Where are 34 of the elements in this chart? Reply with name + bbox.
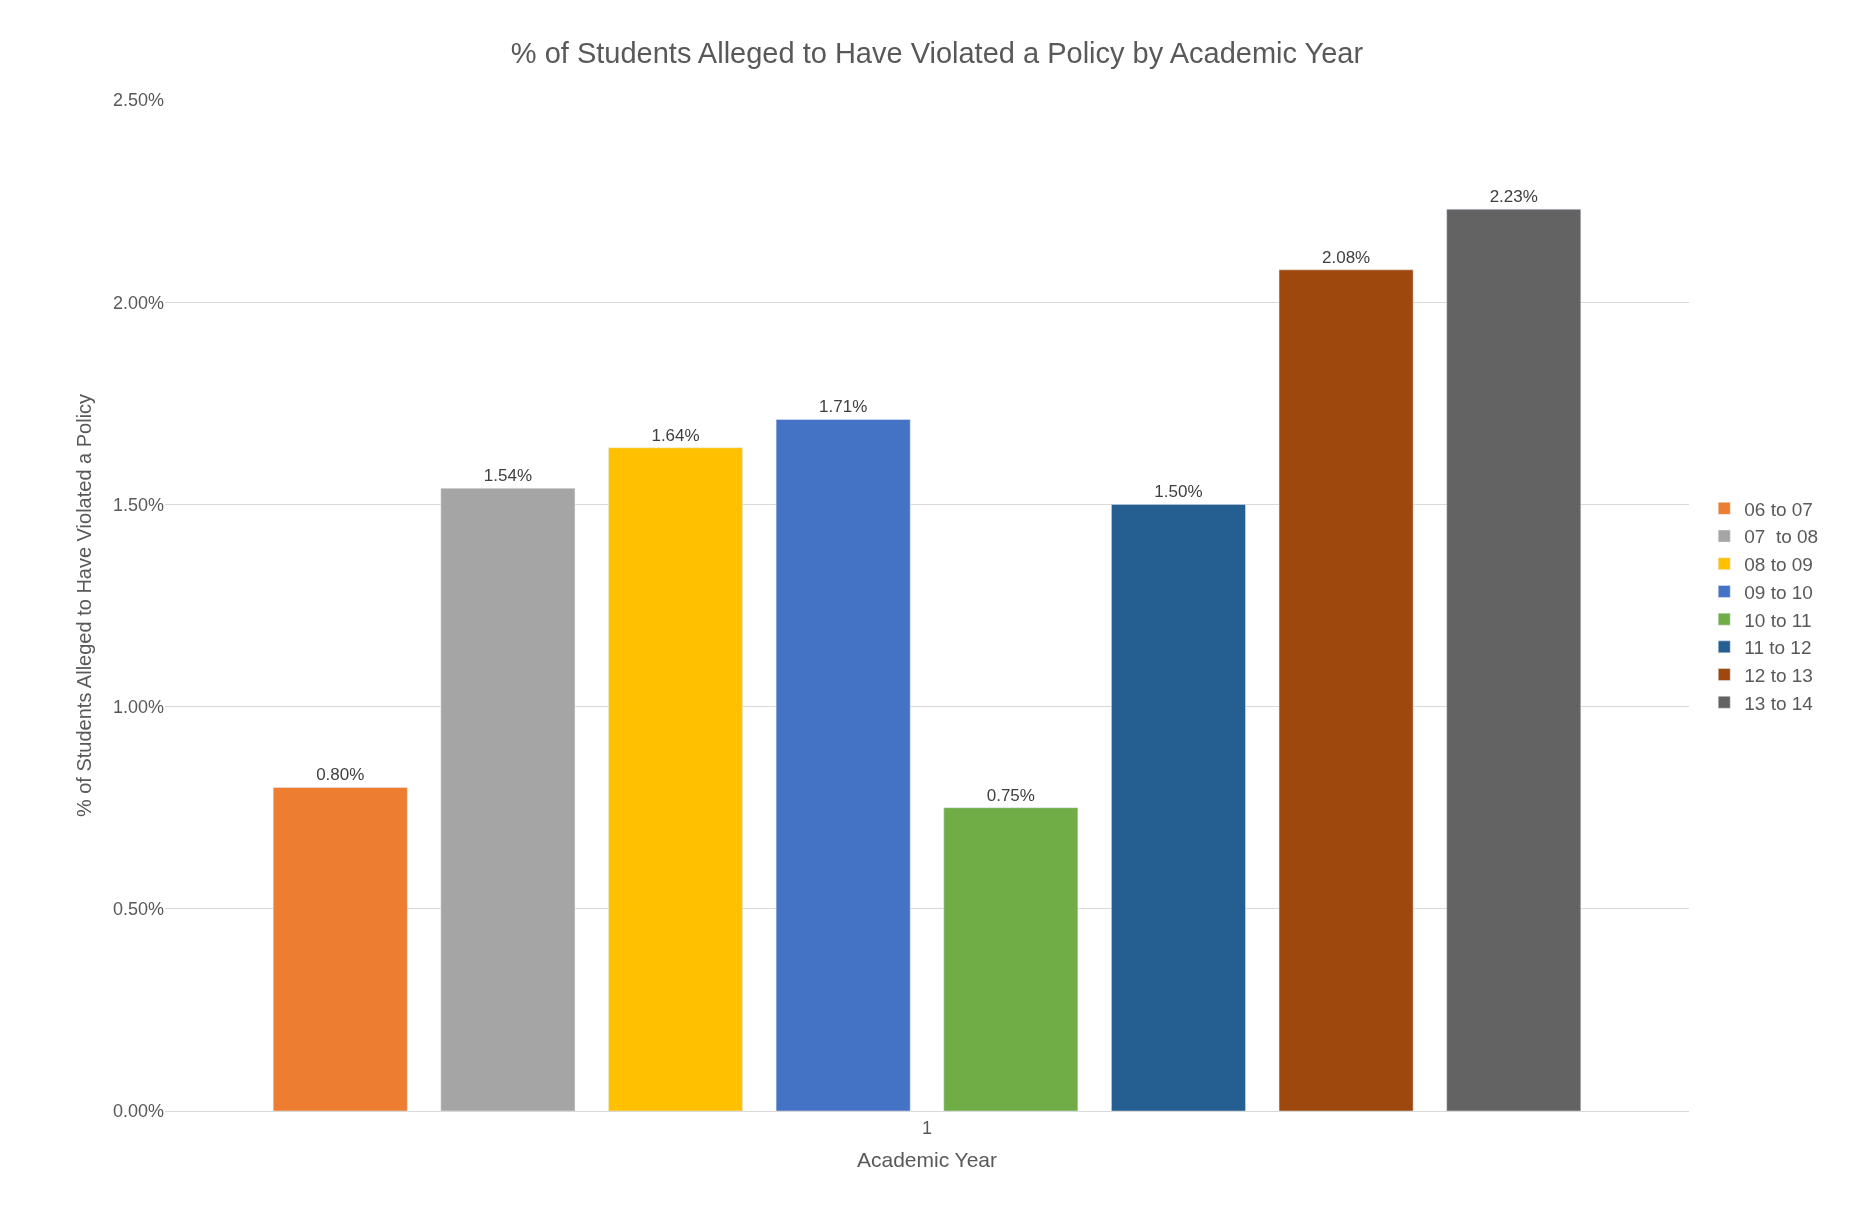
- legend-label: 07 to 08: [1744, 526, 1819, 548]
- legend-label: 13 to 14: [1744, 692, 1814, 714]
- x-axis-title: Academic Year: [856, 1147, 998, 1171]
- y-tick-label: 2.00%: [112, 292, 164, 313]
- y-tick-label: 0.00%: [112, 1101, 164, 1122]
- bar: [943, 807, 1079, 1111]
- bar: [1278, 269, 1414, 1111]
- legend-label: 09 to 10: [1744, 581, 1813, 603]
- data-label: 1.54%: [483, 466, 532, 486]
- y-tick-label: 2.50%: [112, 90, 164, 111]
- legend-label: 06 to 07: [1744, 498, 1813, 520]
- data-label: 1.64%: [651, 425, 700, 445]
- data-label: 0.80%: [316, 765, 365, 785]
- chart-title: % of Students Alleged to Have Violated a Policy by Academic Year: [510, 37, 1364, 70]
- data-label: 1.71%: [819, 397, 868, 417]
- bar: [775, 419, 911, 1111]
- y-tick-label: 0.50%: [112, 899, 164, 920]
- bar: [1111, 504, 1246, 1111]
- y-tick-label: 1.50%: [112, 494, 164, 515]
- x-tick-label: 1: [921, 1117, 933, 1138]
- data-label: 0.75%: [986, 785, 1035, 805]
- legend-label: 12 to 13: [1744, 664, 1813, 686]
- legend-label: 10 to 11: [1744, 609, 1812, 631]
- bar: [608, 447, 743, 1111]
- data-label: 2.23%: [1489, 187, 1538, 207]
- legend-label: 11 to 12: [1744, 637, 1812, 659]
- data-label: 1.50%: [1154, 482, 1203, 502]
- y-axis-title: % of Students Alleged to Have Violated a Policy: [73, 393, 96, 818]
- bar: [1446, 208, 1582, 1111]
- bar: [440, 487, 576, 1111]
- y-tick-label: 1.00%: [112, 696, 164, 717]
- legend-label: 08 to 09: [1744, 554, 1813, 576]
- bar: [272, 787, 408, 1111]
- data-label: 2.08%: [1322, 247, 1371, 267]
